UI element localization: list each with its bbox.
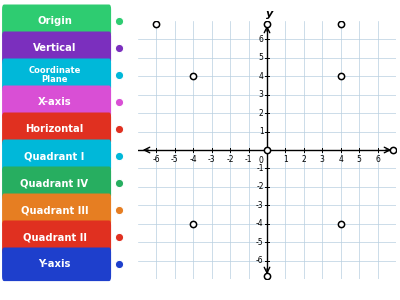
Text: -2: -2	[256, 182, 264, 191]
Text: 4: 4	[338, 154, 343, 164]
Text: -4: -4	[190, 154, 197, 164]
Text: 1: 1	[283, 154, 288, 164]
Text: Quadrant III: Quadrant III	[21, 205, 88, 215]
Text: -6: -6	[256, 256, 264, 265]
FancyBboxPatch shape	[2, 194, 111, 227]
FancyBboxPatch shape	[2, 140, 111, 173]
Text: 5: 5	[259, 53, 264, 62]
Text: -3: -3	[208, 154, 216, 164]
FancyBboxPatch shape	[2, 85, 111, 119]
Text: 3: 3	[320, 154, 325, 164]
Text: Horizontal: Horizontal	[25, 124, 84, 134]
Text: 5: 5	[357, 154, 362, 164]
Text: Vertical: Vertical	[33, 43, 76, 53]
Text: -1: -1	[256, 164, 264, 173]
Text: Quadrant IV: Quadrant IV	[20, 178, 88, 188]
FancyBboxPatch shape	[2, 112, 111, 146]
Text: 0: 0	[259, 156, 264, 165]
Text: Origin: Origin	[37, 16, 72, 26]
Text: -1: -1	[245, 154, 252, 164]
FancyBboxPatch shape	[2, 248, 111, 281]
Text: 4: 4	[259, 72, 264, 81]
Text: Quadrant II: Quadrant II	[22, 232, 86, 242]
FancyBboxPatch shape	[2, 167, 111, 200]
FancyBboxPatch shape	[2, 32, 111, 65]
Text: -3: -3	[256, 201, 264, 210]
Text: y: y	[266, 9, 273, 19]
Text: Y-axis: Y-axis	[38, 259, 71, 269]
Text: -2: -2	[226, 154, 234, 164]
FancyBboxPatch shape	[2, 58, 111, 92]
Text: -5: -5	[171, 154, 179, 164]
FancyBboxPatch shape	[2, 220, 111, 254]
Text: Coordinate
Plane: Coordinate Plane	[28, 66, 81, 84]
Text: 6: 6	[259, 35, 264, 44]
Text: X-axis: X-axis	[38, 97, 71, 107]
FancyBboxPatch shape	[2, 4, 111, 38]
Text: 1: 1	[259, 127, 264, 136]
Text: -6: -6	[153, 154, 160, 164]
Text: 2: 2	[259, 109, 264, 118]
Text: -5: -5	[256, 238, 264, 247]
Text: 3: 3	[259, 90, 264, 99]
Text: Quadrant I: Quadrant I	[24, 151, 85, 161]
Text: 2: 2	[302, 154, 306, 164]
Text: -4: -4	[256, 219, 264, 228]
Text: 6: 6	[375, 154, 380, 164]
